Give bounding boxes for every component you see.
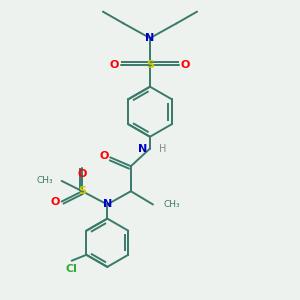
Text: S: S xyxy=(78,186,86,196)
Text: N: N xyxy=(103,200,112,209)
Text: CH₃: CH₃ xyxy=(36,176,53,185)
Text: O: O xyxy=(110,60,119,70)
Text: H: H xyxy=(159,143,166,154)
Text: Cl: Cl xyxy=(66,264,78,274)
Text: S: S xyxy=(146,60,154,70)
Text: O: O xyxy=(78,169,87,179)
Text: N: N xyxy=(146,33,154,43)
Text: CH₃: CH₃ xyxy=(163,200,180,209)
Text: N: N xyxy=(138,143,147,154)
Text: O: O xyxy=(181,60,190,70)
Text: O: O xyxy=(99,151,109,161)
Text: O: O xyxy=(51,196,60,206)
